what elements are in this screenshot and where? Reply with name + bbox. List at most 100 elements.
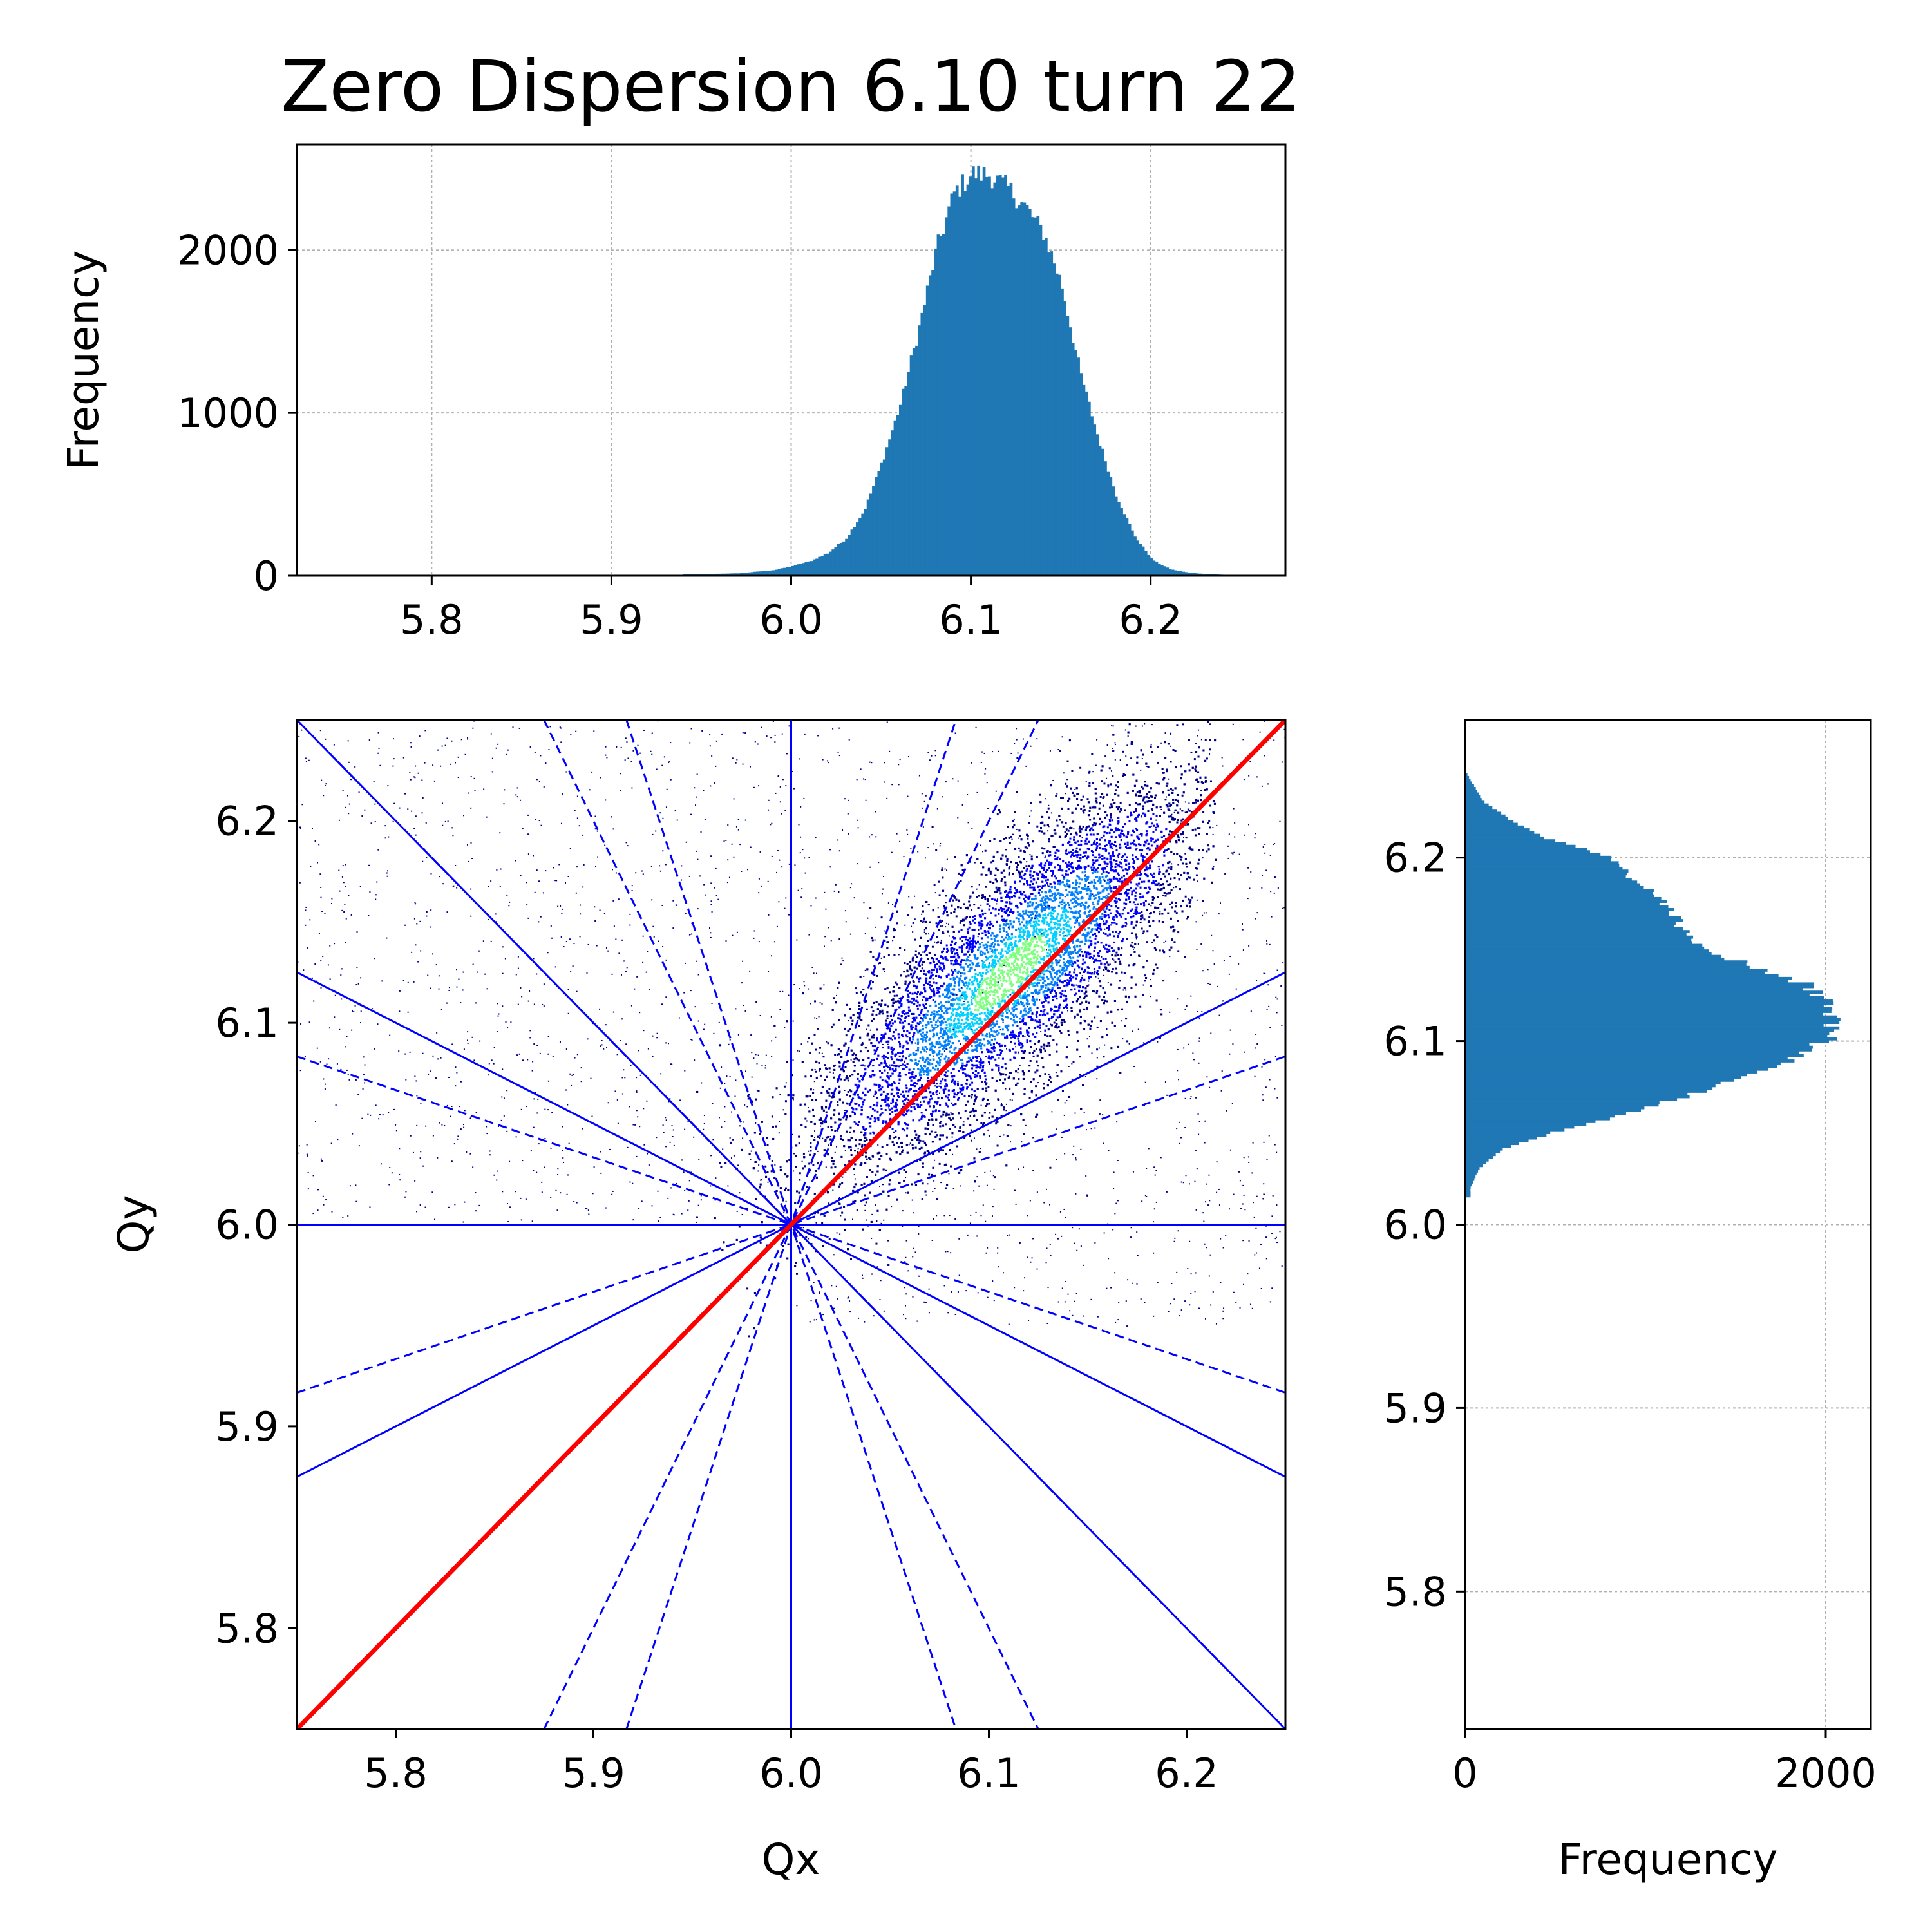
tune-point — [1091, 872, 1094, 875]
tune-point — [947, 1043, 950, 1045]
tune-point — [1139, 849, 1141, 851]
tune-point — [954, 970, 957, 972]
top-histogram-bar — [952, 191, 956, 576]
top-histogram-bar — [1004, 175, 1007, 576]
tune-point — [925, 1017, 927, 1019]
tune-point — [907, 1094, 909, 1097]
tune-point — [983, 998, 986, 1000]
tune-point — [1006, 1027, 1009, 1029]
tune-point — [980, 1012, 983, 1014]
tune-point — [1023, 1072, 1025, 1074]
tune-point — [1098, 807, 1101, 810]
tune-point — [866, 1008, 868, 1010]
tune-point — [1128, 804, 1131, 807]
tune-point — [1075, 854, 1077, 857]
top-histogram-bar — [1009, 182, 1013, 576]
top-histogram-bar — [866, 499, 870, 576]
tune-point — [1006, 1035, 1009, 1037]
tune-point — [881, 1112, 884, 1114]
tune-point — [1027, 842, 1030, 844]
top-histogram-bar — [1034, 217, 1037, 576]
tune-point — [1027, 1016, 1030, 1018]
top-histogram-bar — [1141, 546, 1145, 576]
top-histogram-bar — [880, 462, 884, 576]
tune-point — [974, 954, 977, 956]
tune-point — [920, 991, 922, 994]
tune-point — [919, 1068, 922, 1071]
tune-point — [1177, 834, 1179, 837]
tune-point — [1123, 834, 1126, 837]
top-histogram-bar — [750, 572, 754, 576]
tune-point — [1098, 967, 1101, 969]
tune-point — [1094, 871, 1097, 873]
tune-point — [1075, 905, 1077, 908]
top-histogram-bar — [877, 471, 881, 576]
tune-point — [872, 1155, 875, 1158]
tune-point — [1110, 1047, 1113, 1050]
tune-point — [992, 972, 995, 975]
tune-point — [1198, 827, 1201, 829]
top-histogram-bar — [1068, 327, 1072, 576]
tune-point — [1146, 832, 1148, 835]
tune-point — [921, 967, 923, 970]
tune-point — [934, 1109, 937, 1112]
tune-point — [938, 968, 941, 971]
tune-point — [927, 1060, 930, 1063]
tune-point — [1028, 1052, 1031, 1054]
tune-point — [1018, 913, 1021, 915]
tune-point — [1122, 869, 1124, 872]
tune-point — [841, 1211, 844, 1214]
tune-point — [1046, 878, 1049, 881]
tune-point — [1119, 810, 1121, 813]
top-histogram-bar — [1090, 416, 1094, 576]
tune-point — [994, 1058, 997, 1061]
tune-point — [933, 884, 936, 887]
tune-point — [1081, 887, 1083, 890]
tune-point — [1046, 940, 1049, 943]
tune-point — [1166, 770, 1168, 773]
tune-point — [1188, 769, 1191, 772]
tune-point — [1028, 1007, 1030, 1010]
tune-point — [747, 1097, 750, 1100]
top-histogram-bar — [732, 573, 735, 576]
tune-point — [881, 1079, 884, 1081]
tune-point — [1073, 971, 1075, 974]
tune-point — [966, 1049, 969, 1052]
top-histogram-bar — [912, 348, 916, 576]
tune-point — [881, 1099, 884, 1101]
tune-point — [1036, 984, 1039, 987]
tune-point — [1012, 972, 1015, 974]
tune-point — [970, 1139, 972, 1142]
tune-point — [942, 1021, 945, 1024]
tune-point — [1112, 968, 1114, 971]
tune-point — [1068, 933, 1070, 936]
tune-point — [1135, 808, 1137, 810]
tune-point — [1189, 900, 1191, 903]
top-histogram-bar — [807, 561, 811, 576]
tune-point — [911, 958, 914, 960]
tune-point — [1167, 866, 1170, 869]
top-histogram-bar — [1150, 558, 1153, 576]
top-histogram-bar — [888, 439, 891, 576]
tune-point — [849, 1126, 852, 1129]
top-histogram-bar — [918, 325, 921, 576]
tune-point — [913, 999, 915, 1002]
tune-point — [719, 1162, 721, 1164]
tune-point — [1040, 1045, 1043, 1048]
tune-point — [962, 1123, 965, 1126]
tune-point — [1043, 944, 1046, 947]
tune-point — [1045, 871, 1047, 873]
tune-point — [853, 1058, 856, 1061]
tune-point — [1057, 869, 1060, 871]
tune-point — [869, 1106, 872, 1108]
tune-point — [1117, 828, 1119, 831]
top-histogram-bar — [818, 556, 822, 576]
top-histogram-bar — [1136, 540, 1140, 576]
tune-point — [987, 1099, 989, 1101]
tune-point — [884, 1062, 887, 1065]
tune-point — [968, 1007, 971, 1010]
tune-point — [1047, 807, 1050, 810]
tune-point — [766, 1137, 768, 1139]
tune-point — [893, 994, 896, 997]
tune-point — [971, 989, 974, 992]
